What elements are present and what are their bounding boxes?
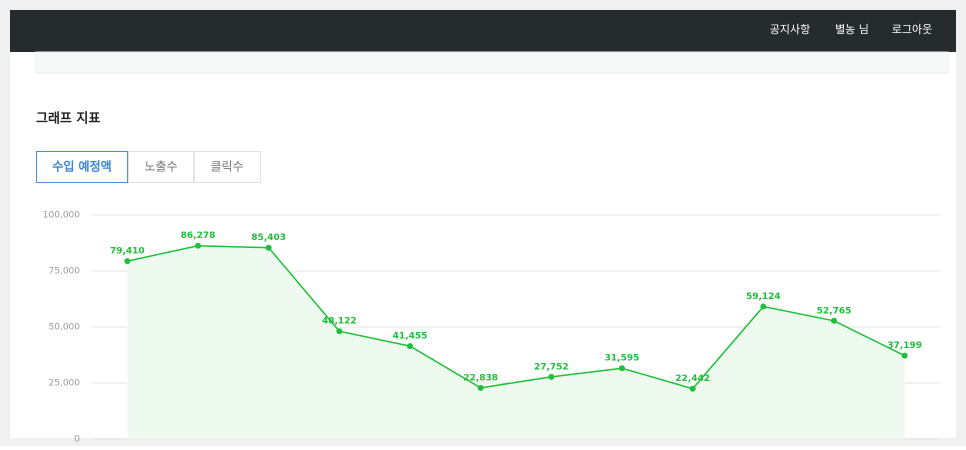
value-label: 52,765	[817, 306, 852, 316]
point	[477, 384, 484, 391]
value-label: 37,199	[887, 341, 922, 351]
value-label: 59,124	[746, 292, 781, 302]
value-label: 86,278	[181, 231, 216, 241]
nav-user[interactable]: 별농 님	[835, 23, 869, 36]
value-label: 79,410	[110, 247, 145, 257]
y-tick-label: 100,000	[43, 211, 80, 221]
point	[548, 373, 555, 380]
point	[265, 244, 272, 251]
line	[127, 244, 905, 390]
tab-label[interactable]: 노출수	[144, 160, 177, 174]
tab[interactable]	[194, 151, 261, 183]
chart: 0 25,000 50,000 75,000 100,000 79,410 86,278 85…	[43, 211, 940, 445]
area	[127, 245, 905, 439]
y-tick-label: 50,000	[49, 323, 81, 333]
point	[831, 317, 837, 324]
section-title: 그래프 지표	[36, 112, 100, 127]
tab-label[interactable]: 클릭수	[210, 160, 243, 174]
value-label: 31,595	[605, 354, 640, 364]
value-label: 41,455	[393, 332, 428, 342]
nav-notice[interactable]: 공지사항	[770, 23, 810, 36]
y-tick-label: 25,000	[49, 379, 81, 389]
value-label: 22,838	[463, 373, 498, 383]
point	[760, 303, 767, 310]
point	[124, 258, 131, 265]
point	[407, 343, 413, 350]
top-bar	[10, 10, 956, 52]
point	[689, 385, 696, 392]
value-label: 48,122	[322, 317, 357, 327]
tab[interactable]	[128, 151, 194, 183]
y-tick-label: 0	[74, 435, 80, 445]
tab-label[interactable]: 수입 예정액	[52, 159, 111, 174]
value-label: 22,442	[675, 374, 710, 384]
y-tick-label: 75,000	[49, 267, 81, 277]
point	[901, 352, 908, 359]
point	[195, 242, 201, 249]
nav-logout[interactable]: 로그아웃	[892, 23, 932, 36]
value-label: 85,403	[251, 233, 286, 243]
tab[interactable]	[36, 151, 128, 183]
info-box	[35, 51, 949, 74]
value-label: 27,752	[534, 362, 569, 372]
point	[336, 328, 343, 335]
point	[619, 365, 625, 372]
